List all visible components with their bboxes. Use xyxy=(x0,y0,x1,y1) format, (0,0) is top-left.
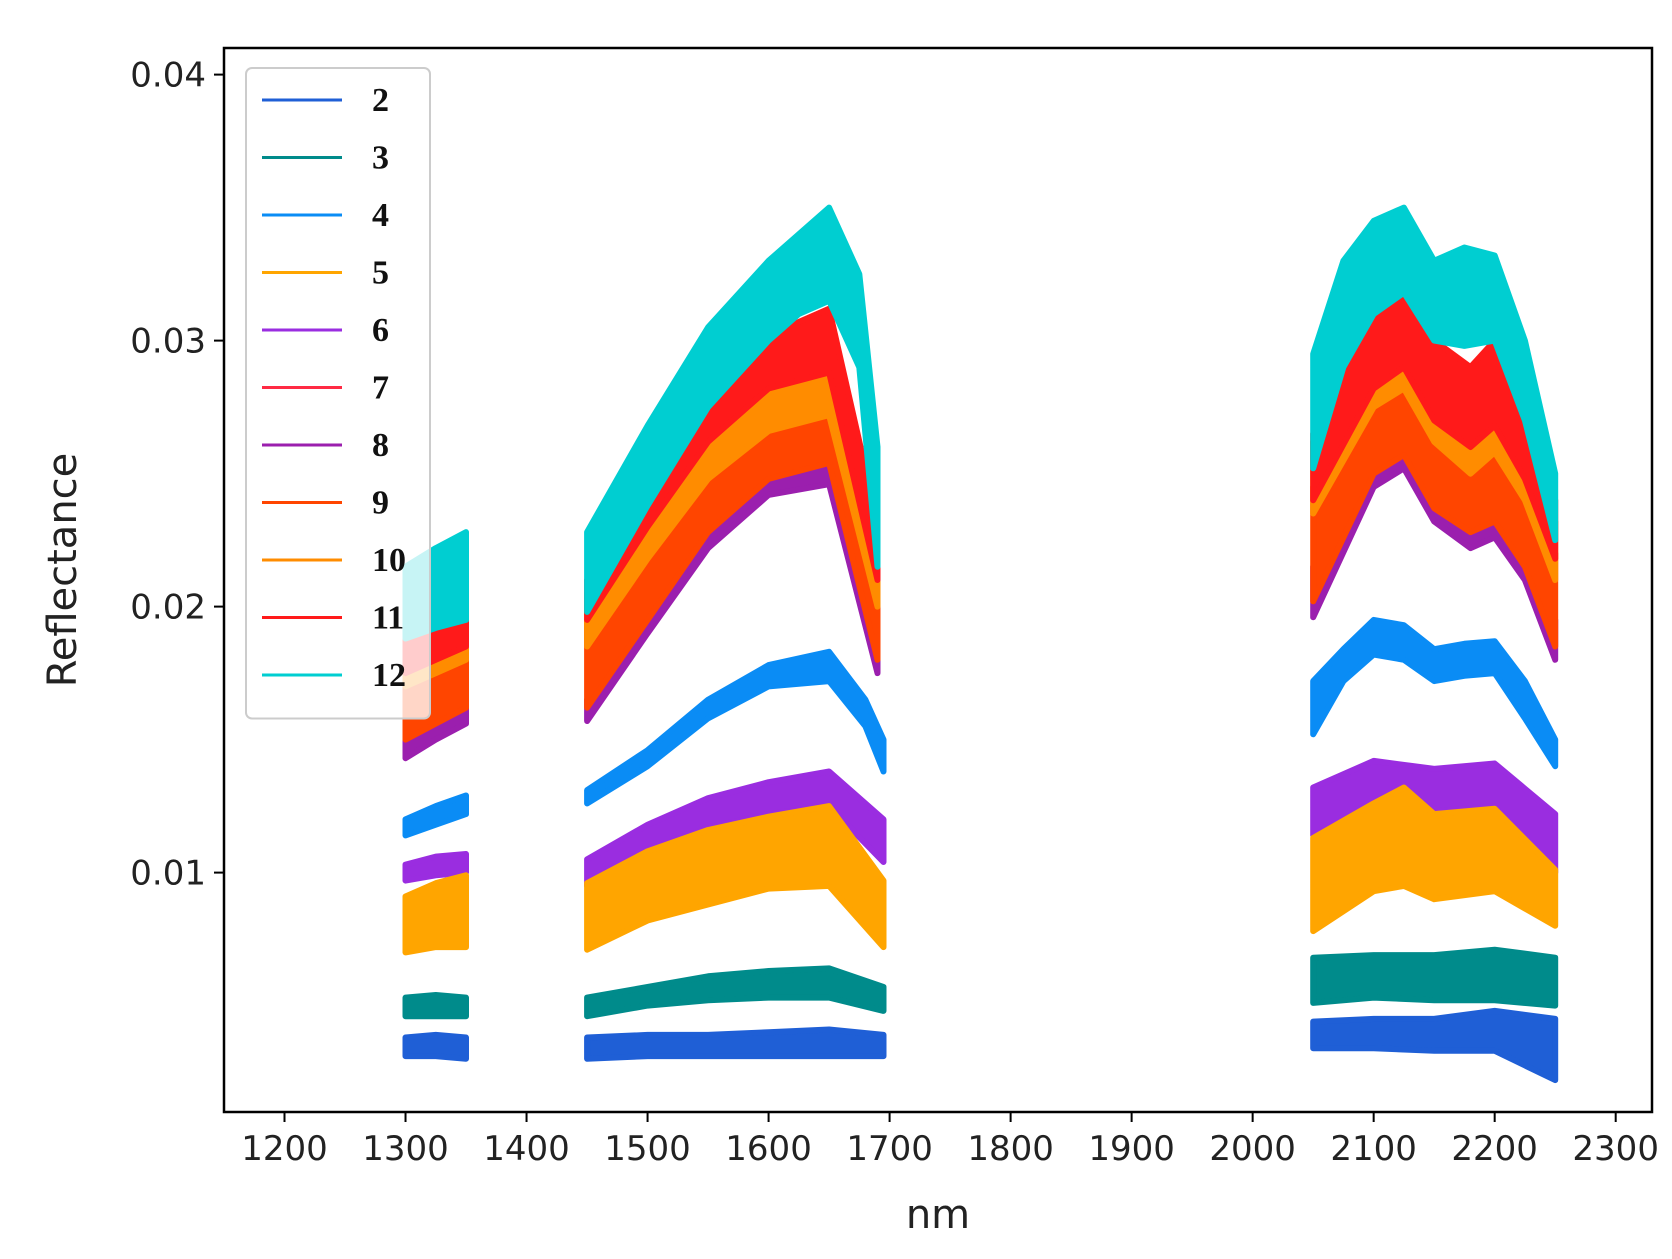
legend-label: 8 xyxy=(372,427,389,464)
band-4-segment-1 xyxy=(402,792,469,839)
legend-label: 10 xyxy=(372,542,406,579)
legend-item-2: 2 xyxy=(262,82,389,119)
legend-item-10: 10 xyxy=(262,542,406,579)
x-tick-label: 2300 xyxy=(1572,1129,1659,1169)
y-axis-label: Reflectance xyxy=(40,453,86,688)
plot-frame xyxy=(222,46,1654,1114)
series-9 xyxy=(402,358,1559,743)
x-tick-label: 1500 xyxy=(604,1129,691,1169)
band-2-segment-3 xyxy=(1310,1007,1559,1084)
legend-label: 6 xyxy=(372,312,389,349)
x-tick-label: 1400 xyxy=(483,1129,570,1169)
x-axis: 1200 1300 1400 1500 1600 1700 1800 1900 2000 2100… xyxy=(241,1112,1659,1169)
legend-label: 3 xyxy=(372,140,389,177)
x-tick-label: 1200 xyxy=(241,1129,328,1169)
band-5-segment-3 xyxy=(1310,784,1559,935)
legend-label: 4 xyxy=(372,197,389,234)
series-12 xyxy=(402,204,1559,642)
legend-item-12: 12 xyxy=(262,657,406,694)
legend-label: 2 xyxy=(372,82,389,119)
band-5-segment-1 xyxy=(402,872,469,956)
y-tick-label: 0.01 xyxy=(130,854,206,894)
legend-item-8: 8 xyxy=(262,427,389,464)
x-tick-label: 1700 xyxy=(846,1129,933,1169)
legend-item-9: 9 xyxy=(262,485,389,522)
legend-label: 9 xyxy=(372,485,389,522)
series-4 xyxy=(402,616,1559,839)
legend-box xyxy=(245,67,431,720)
series-8 xyxy=(402,438,1559,762)
y-axis: 0.01 0.02 0.03 0.04 xyxy=(130,56,224,894)
legend-item-11: 11 xyxy=(262,600,404,637)
legend-item-4: 4 xyxy=(262,197,389,234)
y-tick-label: 0.04 xyxy=(130,56,206,96)
y-tick-label: 0.02 xyxy=(130,588,206,628)
x-tick-label: 2100 xyxy=(1330,1129,1417,1169)
series-3 xyxy=(402,946,1559,1020)
legend: 2 3 4 5 6 7 8 9 10 11 12 xyxy=(245,67,431,720)
band-3-segment-3 xyxy=(1310,946,1559,1009)
legend-label: 7 xyxy=(372,370,389,407)
band-5-segment-2 xyxy=(584,803,887,953)
legend-item-3: 3 xyxy=(262,140,389,177)
series-5 xyxy=(402,784,1559,956)
series-2 xyxy=(402,1007,1559,1084)
x-tick-label: 1600 xyxy=(725,1129,812,1169)
x-tick-label: 1800 xyxy=(967,1129,1054,1169)
band-3-segment-2 xyxy=(584,965,887,1020)
y-tick-label: 0.03 xyxy=(130,322,206,362)
band-12-segment-3 xyxy=(1310,204,1559,544)
legend-item-5: 5 xyxy=(262,255,389,292)
band-4-segment-2 xyxy=(584,648,887,807)
band-3-segment-1 xyxy=(402,992,469,1020)
x-axis-label: nm xyxy=(906,1192,970,1238)
legend-item-7: 7 xyxy=(262,370,389,407)
legend-item-6: 6 xyxy=(262,312,389,349)
band-12-segment-2 xyxy=(584,204,881,615)
x-tick-label: 2000 xyxy=(1209,1129,1296,1169)
x-tick-label: 1900 xyxy=(1088,1129,1175,1169)
band-4-segment-3 xyxy=(1310,616,1559,770)
legend-label: 12 xyxy=(372,657,406,694)
legend-label: 5 xyxy=(372,255,389,292)
spectral-bands xyxy=(402,204,1559,1084)
x-tick-label: 1300 xyxy=(362,1129,449,1169)
x-tick-label: 2200 xyxy=(1451,1129,1538,1169)
legend-label: 11 xyxy=(372,600,404,637)
band-2-segment-2 xyxy=(584,1026,887,1062)
band-2-segment-1 xyxy=(402,1031,469,1062)
